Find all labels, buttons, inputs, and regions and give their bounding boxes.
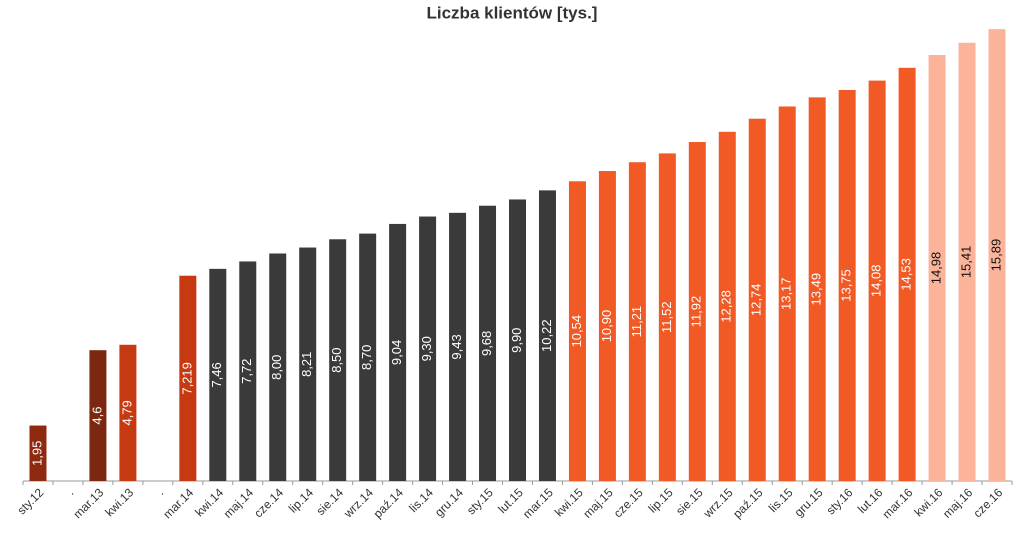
bar — [868, 80, 886, 481]
value-label: 15,89 — [988, 239, 1003, 272]
x-tick-label: sty.16 — [824, 485, 856, 517]
x-tick-label: sie.15 — [673, 485, 706, 518]
x-tick-label: gru.15 — [792, 485, 826, 519]
x-tick-label: cze.16 — [970, 485, 1005, 520]
x-tick-label: wrz.14 — [340, 485, 376, 521]
value-label: 7,72 — [239, 359, 254, 384]
x-tick-label: lip.14 — [286, 485, 316, 515]
x-tick-label: maj.15 — [580, 485, 616, 521]
bar — [209, 268, 227, 481]
value-label: 4,6 — [89, 407, 104, 425]
value-label: 8,21 — [299, 352, 314, 377]
bar — [778, 106, 796, 482]
value-label: 14,08 — [869, 265, 884, 298]
x-tick-label: mar.15 — [520, 485, 556, 521]
bar — [718, 131, 736, 481]
bar — [928, 55, 946, 481]
bar — [808, 97, 826, 482]
value-label: 9,30 — [419, 336, 434, 361]
bar — [838, 89, 856, 481]
bar — [29, 425, 47, 481]
x-tick-label: sty.15 — [464, 485, 496, 517]
bar — [958, 42, 976, 481]
bar — [598, 171, 616, 481]
x-tick-label: kwi.13 — [102, 485, 136, 519]
x-tick-label: gru.14 — [432, 485, 466, 519]
value-label: 7,219 — [179, 362, 194, 395]
value-label: 12,28 — [719, 290, 734, 323]
x-tick-label: sty.12 — [14, 485, 46, 517]
value-label: 1,95 — [29, 441, 44, 466]
value-label: 9,43 — [449, 334, 464, 359]
bar — [419, 216, 437, 481]
x-tick-label: . — [154, 485, 166, 497]
bar — [748, 118, 766, 482]
x-tick-label: sie.14 — [313, 485, 346, 518]
bar — [239, 261, 257, 481]
x-tick-label: lis.15 — [766, 485, 796, 515]
x-tick-label: kwi.16 — [911, 485, 945, 519]
x-tick-label: cze.15 — [611, 485, 646, 520]
bar — [509, 199, 526, 481]
value-label: 13,49 — [809, 273, 824, 306]
bar — [329, 239, 347, 481]
value-label: 11,21 — [629, 306, 644, 338]
value-label: 10,54 — [569, 315, 584, 348]
x-tick-label: mar.13 — [70, 485, 106, 521]
value-label: 11,92 — [689, 296, 704, 328]
bar — [568, 181, 586, 482]
x-tick-label: lip.15 — [646, 485, 676, 515]
value-label: 9,04 — [389, 340, 404, 365]
x-tick-label: lis.14 — [406, 485, 436, 515]
bar — [449, 212, 467, 481]
bar — [119, 344, 137, 481]
value-label: 9,68 — [479, 331, 494, 356]
value-label: 7,46 — [209, 362, 224, 387]
x-tick-label: maj.16 — [940, 485, 976, 521]
x-tick-label: . — [64, 485, 76, 497]
x-tick-label: kwi.15 — [552, 485, 586, 519]
value-label: 9,90 — [509, 328, 524, 353]
bar — [389, 223, 407, 482]
value-label: 13,17 — [779, 277, 794, 310]
x-tick-label: mar.14 — [160, 485, 196, 521]
x-tick-label: paź.15 — [730, 485, 766, 521]
value-label: 12,74 — [749, 284, 764, 317]
value-label: 14,53 — [899, 258, 914, 291]
value-label: 8,00 — [269, 355, 284, 380]
x-tick-label: kwi.14 — [192, 485, 226, 519]
value-label: 8,70 — [359, 345, 374, 370]
bar — [89, 350, 107, 481]
x-tick-label: paź.14 — [371, 485, 407, 521]
bar — [658, 153, 676, 481]
chart-title: Liczba klientów [tys.] — [427, 3, 598, 22]
value-label: 8,50 — [329, 347, 344, 372]
bar — [179, 275, 197, 481]
bar — [628, 162, 646, 481]
bar — [299, 247, 317, 481]
bar — [269, 253, 287, 481]
bar — [479, 205, 497, 481]
bar — [898, 67, 916, 481]
x-tick-label: mar.16 — [880, 485, 916, 521]
bar — [538, 190, 556, 481]
bar — [988, 29, 1006, 482]
value-label: 4,79 — [119, 400, 134, 425]
value-label: 15,41 — [958, 246, 973, 279]
x-tick-label: wrz.15 — [700, 485, 736, 521]
value-label: 13,75 — [839, 269, 854, 302]
value-label: 11,52 — [659, 301, 674, 333]
x-tick-label: maj.14 — [221, 485, 257, 521]
value-label: 10,90 — [599, 310, 614, 343]
value-label: 10,22 — [539, 319, 554, 352]
x-tick-label: cze.14 — [251, 485, 286, 520]
bar — [359, 233, 377, 481]
value-label: 14,98 — [929, 252, 944, 285]
bar — [688, 142, 706, 481]
